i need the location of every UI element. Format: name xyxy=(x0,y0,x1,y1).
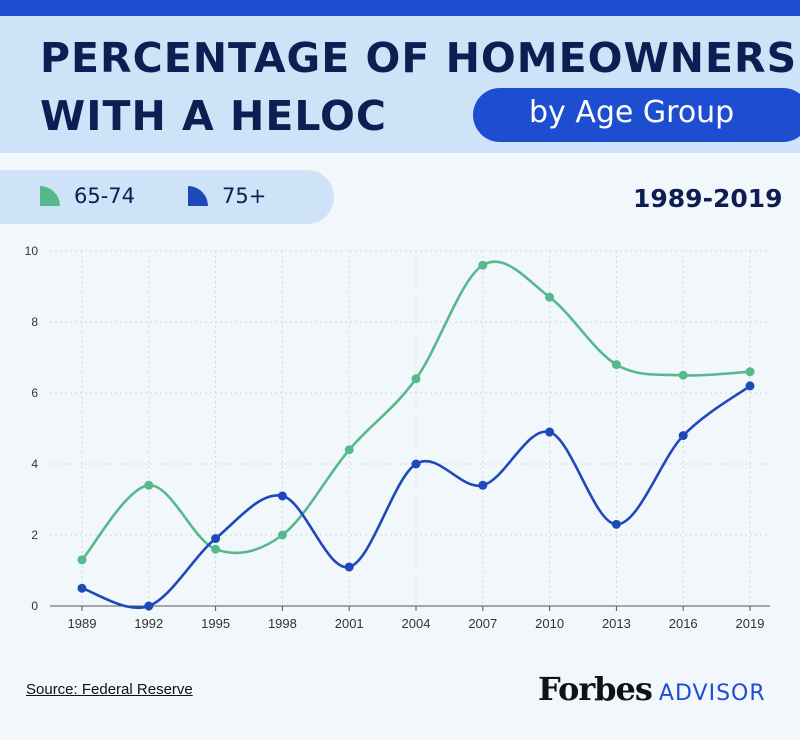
x-tick-label: 1989 xyxy=(68,616,97,631)
data-point-75-plus xyxy=(411,459,421,469)
data-point-75-plus xyxy=(277,491,287,501)
data-point-65-74 xyxy=(211,544,221,554)
data-point-65-74 xyxy=(411,374,421,384)
data-point-65-74 xyxy=(144,480,154,490)
quarter-circle-icon xyxy=(188,186,208,206)
y-tick-label: 0 xyxy=(31,599,38,613)
data-point-65-74 xyxy=(277,530,287,540)
subtitle-pill xyxy=(473,88,800,142)
data-point-75-plus xyxy=(545,427,555,437)
x-tick-label: 2019 xyxy=(736,616,765,631)
chart-title-line-2: WITH A HELOC xyxy=(40,92,387,140)
quarter-circle-icon xyxy=(40,186,60,206)
data-point-75-plus xyxy=(611,519,621,529)
x-tick-label: 2010 xyxy=(535,616,564,631)
data-point-75-plus xyxy=(77,583,87,593)
legend-label-65-74: 65-74 xyxy=(74,184,136,208)
y-tick-label: 8 xyxy=(31,315,38,329)
source-link[interactable]: Source: Federal Reserve xyxy=(26,681,193,698)
data-point-75-plus xyxy=(678,431,688,441)
brand-suffix: ADVISOR xyxy=(658,681,766,706)
y-tick-label: 4 xyxy=(31,457,38,471)
data-point-75-plus xyxy=(745,381,755,391)
data-point-75-plus xyxy=(344,562,354,572)
data-point-65-74 xyxy=(545,292,555,302)
chart-subtitle: by Age Group xyxy=(529,95,735,130)
x-tick-label: 1992 xyxy=(134,616,163,631)
y-tick-label: 2 xyxy=(31,528,38,542)
legend-swatch-green xyxy=(40,186,60,206)
data-point-65-74 xyxy=(678,370,688,380)
period-label: 1989-2019 xyxy=(633,184,783,213)
line-chart: 0 2 4 6 8 10 1989 1992 1995 1998 2001 2004 2007 2010 2… xyxy=(25,244,770,631)
chart-title-line-1: PERCENTAGE OF HOMEOWNERS xyxy=(40,34,798,82)
x-tick-label: 1995 xyxy=(201,616,230,631)
x-tick-label: 2007 xyxy=(468,616,497,631)
legend-label-75-plus: 75+ xyxy=(222,184,267,208)
x-tick-label: 2001 xyxy=(335,616,364,631)
data-point-75-plus xyxy=(144,601,154,611)
data-point-65-74 xyxy=(478,260,488,270)
data-point-65-74 xyxy=(611,360,621,370)
x-tick-label: 2004 xyxy=(402,616,431,631)
data-point-65-74 xyxy=(344,445,354,455)
data-point-65-74 xyxy=(77,555,87,565)
y-tick-label: 6 xyxy=(31,386,38,400)
x-tick-label: 2016 xyxy=(669,616,698,631)
data-point-65-74 xyxy=(745,367,755,377)
brand-name: Forbes xyxy=(538,670,653,708)
legend-item-75-plus: 75+ xyxy=(186,184,266,208)
x-tick-label: 1998 xyxy=(268,616,297,631)
top-stripe xyxy=(0,0,800,16)
legend-item-65-74: 65-74 xyxy=(38,184,135,208)
forbes-advisor-logo: Forbes ADVISOR xyxy=(538,670,766,708)
data-point-75-plus xyxy=(211,534,221,544)
legend-swatch-blue xyxy=(188,186,208,206)
x-tick-label: 2013 xyxy=(602,616,631,631)
y-tick-label: 10 xyxy=(25,244,39,258)
data-point-75-plus xyxy=(478,480,488,490)
